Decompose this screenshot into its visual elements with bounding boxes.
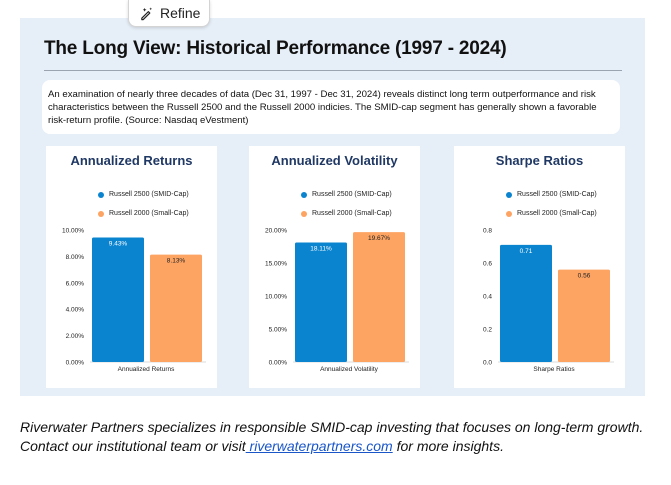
legend-dot-icon (506, 191, 512, 198)
legend-label: Russell 2000 (Small-Cap) (312, 210, 392, 217)
y-tick-label: 10.00% (265, 294, 287, 301)
legend-label: Russell 2500 (SMID-Cap) (109, 191, 189, 198)
legend-label: Russell 2500 (SMID-Cap) (517, 191, 597, 198)
bar (295, 242, 347, 362)
data-label: 8.13% (167, 258, 186, 265)
legend-item: Russell 2000 (Small-Cap) (301, 210, 392, 217)
legend-label: Russell 2500 (SMID-Cap) (312, 191, 392, 198)
y-tick-label: 0.8 (483, 228, 492, 235)
legend-dot-icon (98, 210, 104, 217)
legend-item: Russell 2000 (Small-Cap) (98, 210, 189, 217)
x-category-label: Annualized Volatility (320, 366, 379, 373)
title-divider (44, 70, 622, 71)
legend-dot-icon (301, 210, 307, 217)
data-label: 9.43% (109, 241, 128, 248)
legend-item: Russell 2500 (SMID-Cap) (98, 191, 189, 198)
y-tick-label: 20.00% (265, 228, 287, 235)
y-tick-label: 0.2 (483, 327, 492, 334)
chart-card-sharpe-ratios: Sharpe Ratios Russell 2500 (SMID-Cap) Russ… (454, 146, 625, 388)
y-tick-label: 15.00% (265, 261, 287, 268)
legend-item: Russell 2000 (Small-Cap) (506, 210, 597, 217)
data-label: 0.56 (578, 273, 591, 280)
chart-title: Sharpe Ratios (495, 153, 584, 168)
y-tick-label: 10.00% (62, 228, 84, 235)
refine-label: Refine (160, 5, 201, 21)
y-tick-label: 0.00% (269, 360, 288, 367)
data-label: 18.11% (310, 245, 332, 252)
description-text: An examination of nearly three decades o… (42, 80, 620, 134)
bar (353, 232, 405, 362)
bar (92, 237, 144, 362)
bar (558, 269, 610, 362)
bar (500, 244, 552, 362)
legend-label: Russell 2000 (Small-Cap) (109, 210, 189, 217)
chart-plot: 0.00% 2.00% 4.00% 6.00% 8.00% 10.00% 9.43% 8.13… (62, 228, 206, 373)
y-tick-label: 8.00% (66, 254, 85, 261)
legend-dot-icon (98, 191, 104, 198)
y-tick-label: 4.00% (66, 307, 85, 314)
sparkle-pen-icon (141, 6, 153, 20)
chart-title: Annualized Returns (70, 153, 193, 168)
chart-title: Annualized Volatility (271, 153, 398, 168)
y-tick-label: 0.6 (483, 261, 492, 268)
legend-dot-icon (506, 210, 512, 217)
chart-card-annualized-volatility: Annualized Volatility Russell 2500 (SMID-… (249, 146, 420, 388)
legend-item: Russell 2500 (SMID-Cap) (506, 191, 597, 198)
bar (150, 254, 202, 362)
data-label: 0.71 (520, 248, 533, 255)
chart-plot: 0.0 0.2 0.4 0.6 0.8 0.71 0.56 Sharpe Ratios (483, 228, 614, 373)
y-tick-label: 0.0 (483, 360, 492, 367)
refine-button[interactable]: Refine (128, 0, 210, 27)
page-title: The Long View: Historical Performance (1… (44, 38, 507, 59)
footer-text: Riverwater Partners specializes in respo… (20, 418, 650, 456)
y-tick-label: 5.00% (269, 327, 288, 334)
chart-plot: 0.00% 5.00% 10.00% 15.00% 20.00% 18.11% 19.67%… (265, 228, 409, 373)
legend-item: Russell 2500 (SMID-Cap) (301, 191, 392, 198)
y-tick-label: 0.00% (66, 360, 85, 367)
legend-dot-icon (301, 191, 307, 198)
y-tick-label: 6.00% (66, 280, 85, 287)
chart-card-annualized-returns: Annualized Returns Russell 2500 (SMID-Cap… (46, 146, 217, 388)
footer-text-before: Riverwater Partners specializes in respo… (20, 419, 644, 454)
x-category-label: Annualized Returns (118, 366, 175, 373)
legend-label: Russell 2000 (Small-Cap) (517, 210, 597, 217)
x-category-label: Sharpe Ratios (533, 366, 575, 373)
y-tick-label: 2.00% (66, 333, 85, 340)
website-link[interactable]: riverwaterpartners.com (245, 438, 393, 454)
y-tick-label: 0.4 (483, 294, 492, 301)
footer-text-after: for more insights. (392, 438, 504, 454)
data-label: 19.67% (368, 235, 390, 242)
